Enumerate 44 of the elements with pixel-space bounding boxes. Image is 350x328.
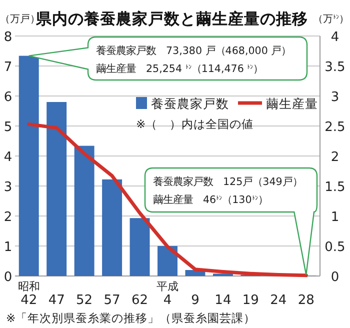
bar [130,218,150,276]
x-tick-label: 52 [76,293,93,308]
bar [102,179,122,276]
y-tick-label: 0 [4,270,12,285]
annotation: 養蚕農家戸数 73,380 戸（468,000 戸） [96,45,292,57]
annotation: 養蚕農家戸数 125戸（349戸） [153,176,302,188]
y2-tick-label: 2.5 [324,120,346,135]
y2-tick-label: 0 [330,270,340,285]
y-tick-label: 4 [4,150,12,165]
bar [74,146,94,276]
x-tick-label: 28 [298,293,314,308]
x-tick-label: 62 [132,293,148,308]
y-tick-label: 3 [4,180,12,195]
x-tick-label: 47 [48,293,65,308]
legend-label: 養蚕農家戸数 [151,96,229,111]
legend-label: 繭生産量 [266,96,318,111]
y-tick-label: 6 [4,90,12,105]
y2-tick-label: 4 [330,30,340,45]
bar [18,56,39,276]
y-tick-label: 7 [4,60,12,75]
x-tick-label: 平成 4 [156,280,178,308]
x-tick-label: 19 [242,293,259,308]
text: ※「年次別県蚕糸業の推移」（県蚕糸園芸課） [6,311,256,325]
y2-tick-label: 3 [330,90,340,105]
x-tick-label: 昭和 42 [18,280,40,308]
bar [46,102,67,276]
y2-tick-label: 3.5 [324,60,346,75]
x-tick-label: 57 [104,293,120,308]
annotation: ※（ ）内は全国の値 [136,117,254,131]
x-tick-label: 9 [191,293,200,308]
y-tick-label: 5 [4,120,12,135]
y2-tick-label: 1.5 [324,180,346,195]
y2-tick-label: 2 [330,150,340,165]
x-tick-label: 14 [214,293,232,308]
bar [158,246,178,276]
y-tick-label: 1 [4,240,12,255]
annotation: 繭生産量 25,254 $^{ﾄﾝ}$（114,476 $^{ﾄﾝ}$） [96,63,264,75]
y-tick-label: 8 [4,30,12,45]
annotation: 繭生産量 46$^{ﾄﾝ}$（130$^{ﾄﾝ}$） [153,194,268,206]
y-tick-label: 2 [4,210,12,225]
y2-tick-label: 0.5 [324,240,346,255]
y2-axis-title: （万$^{ﾄﾝ}$） [313,14,349,25]
y2-tick-label: 1 [330,210,340,225]
x-tick-label: 24 [270,293,287,308]
